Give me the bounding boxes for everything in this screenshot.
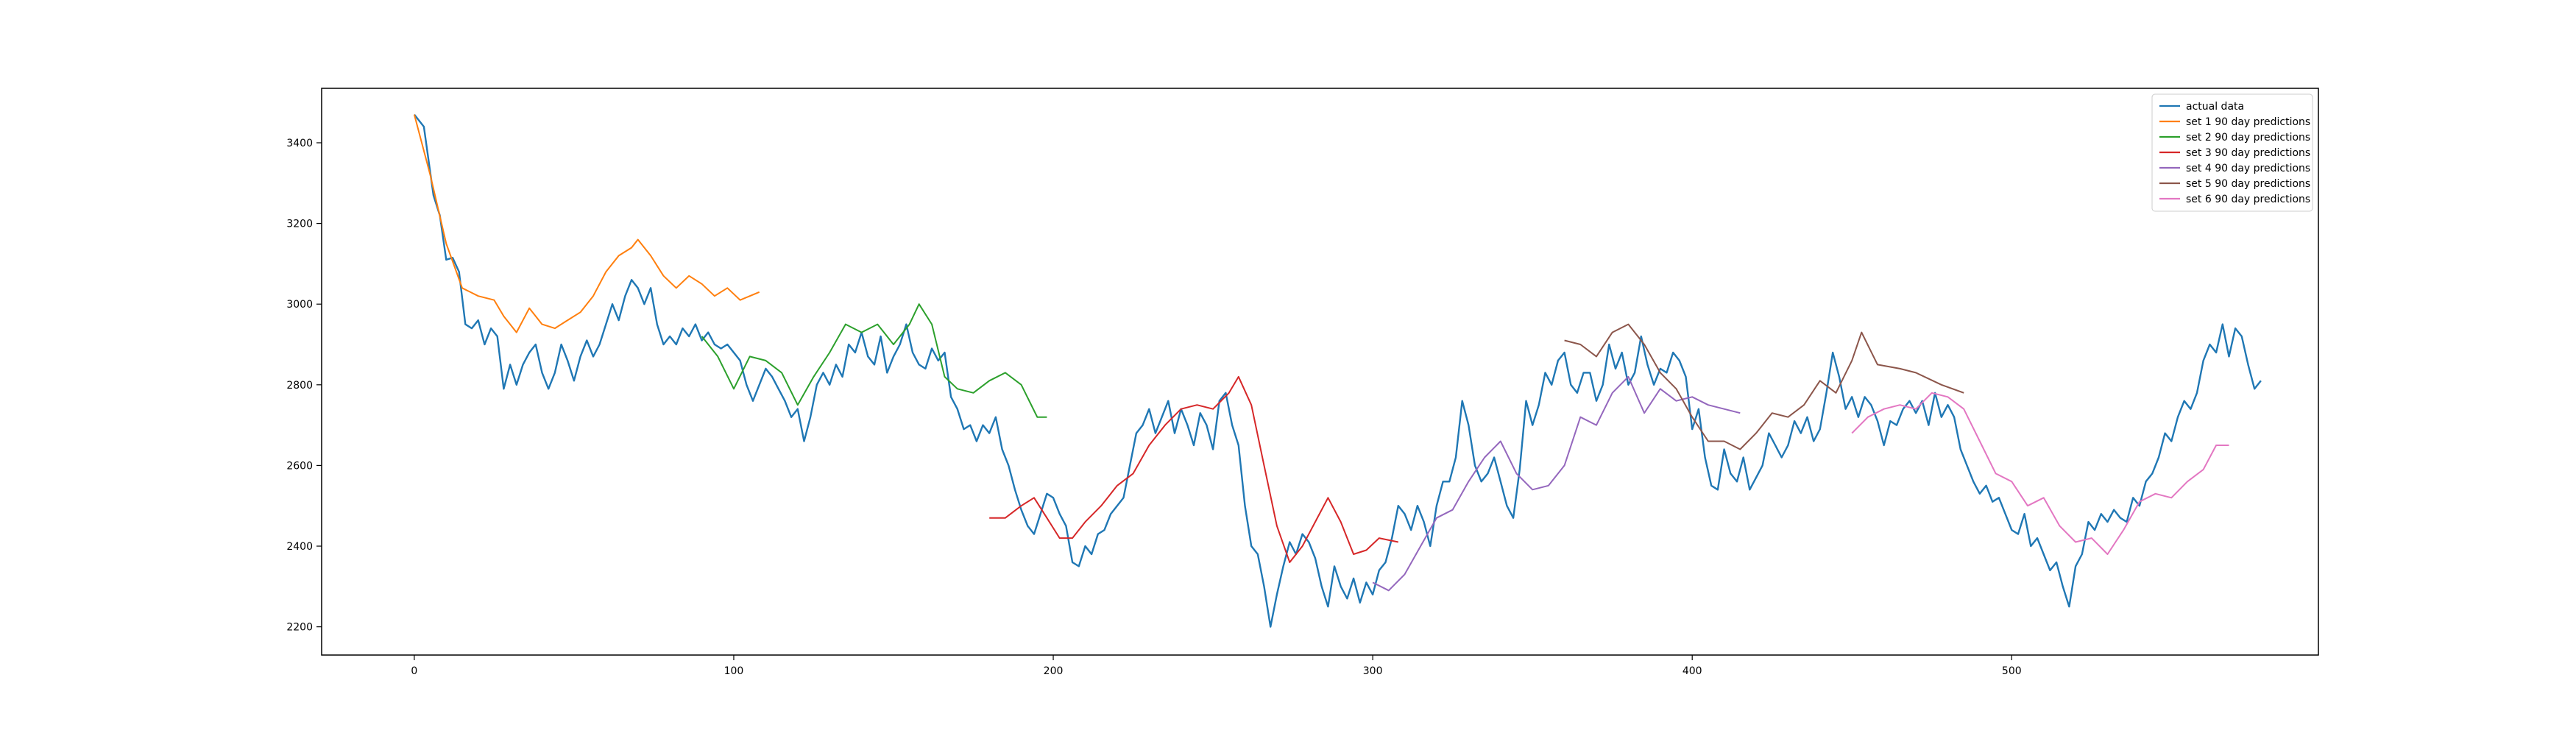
legend-label: set 1 90 day predictions [2186,116,2310,128]
plot-area-frame [321,88,2319,656]
x-tick-label: 500 [2002,665,2022,677]
y-tick-label: 3000 [286,299,313,311]
legend-label: actual data [2186,101,2244,113]
series-line-4 [989,375,1399,563]
series-line-3 [701,303,1047,418]
y-tick-label: 3200 [286,219,313,230]
x-tick-label: 0 [411,665,417,677]
legend-label: set 2 90 day predictions [2186,132,2310,144]
y-axis: 2200 2400 2600 2800 3000 3200 3400 [286,138,322,634]
x-tick-label: 200 [1044,665,1064,677]
legend-label: set 3 90 day predictions [2186,147,2310,159]
series-line-1 [413,113,2262,628]
x-axis: 0 100 200 300 400 500 [411,655,2022,677]
y-tick-label: 2400 [286,541,313,553]
y-tick-label: 2800 [286,380,313,392]
x-tick-label: 400 [1682,665,1702,677]
series-line-6 [1564,323,1964,450]
series-line-5 [1372,375,1741,592]
y-tick-label: 3400 [286,138,313,149]
plot-area-background [322,88,2318,655]
legend-label: set 4 90 day predictions [2186,163,2310,174]
x-tick-label: 100 [724,665,744,677]
series-line-7 [1851,392,2229,555]
legend-label: set 6 90 day predictions [2186,194,2310,205]
legend: actual data set 1 90 day predictions set 2… [2151,93,2313,212]
x-tick-label: 300 [1363,665,1383,677]
legend-label: set 5 90 day predictions [2186,178,2310,190]
series-layer [413,113,2262,628]
y-tick-label: 2200 [286,622,313,634]
series-line-2 [413,114,760,333]
legend-box [2151,93,2313,212]
y-tick-label: 2600 [286,460,313,472]
